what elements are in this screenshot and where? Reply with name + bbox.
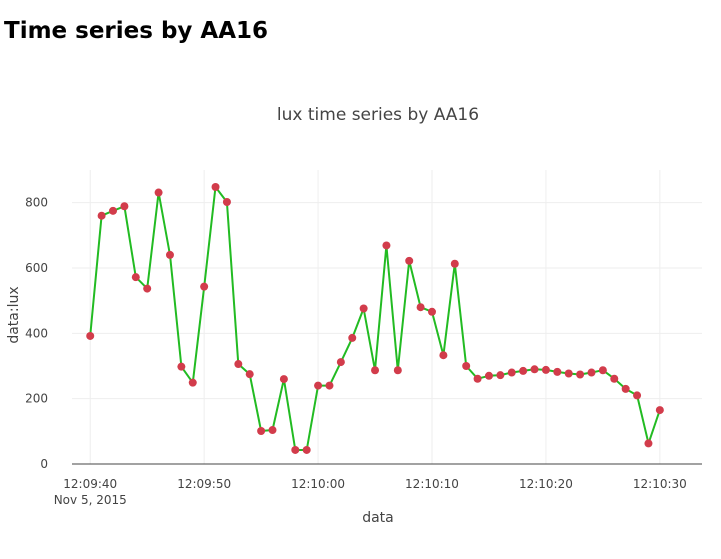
data-point[interactable] — [371, 366, 380, 375]
y-axis-title: data:lux — [6, 286, 22, 343]
data-point[interactable] — [211, 182, 220, 191]
x-tick-label: 12:10:30 — [633, 477, 687, 491]
data-point[interactable] — [97, 211, 106, 220]
data-point[interactable] — [553, 367, 562, 376]
data-point[interactable] — [291, 445, 300, 454]
data-point[interactable] — [428, 307, 436, 316]
data-point[interactable] — [325, 381, 334, 390]
data-point[interactable] — [120, 202, 129, 211]
page-heading: Time series by AA16 — [4, 18, 269, 44]
data-point[interactable] — [564, 369, 573, 378]
y-tick-label: 200 — [25, 392, 48, 406]
x-tick-date-label: Nov 5, 2015 — [54, 493, 127, 507]
data-point[interactable] — [245, 370, 254, 379]
data-point[interactable] — [598, 366, 607, 375]
data-point[interactable] — [633, 391, 642, 400]
data-point[interactable] — [450, 259, 459, 268]
data-point[interactable] — [484, 371, 493, 380]
data-point[interactable] — [496, 371, 505, 380]
data-point[interactable] — [177, 362, 186, 371]
data-point[interactable] — [621, 384, 630, 393]
data-point[interactable] — [530, 365, 539, 374]
data-point[interactable] — [234, 360, 243, 369]
data-point[interactable] — [200, 282, 209, 291]
data-point[interactable] — [393, 366, 402, 375]
x-tick-label: 12:09:50 — [177, 477, 231, 491]
data-point[interactable] — [131, 273, 140, 282]
data-point[interactable] — [462, 362, 471, 370]
data-point[interactable] — [279, 375, 288, 384]
data-point[interactable] — [165, 250, 174, 259]
series-layer — [86, 182, 664, 454]
y-tick-label: 0 — [40, 457, 48, 471]
data-point[interactable] — [348, 333, 357, 342]
y-tick-label: 600 — [25, 261, 48, 275]
data-point[interactable] — [416, 303, 425, 312]
data-point[interactable] — [86, 331, 95, 340]
data-point[interactable] — [610, 374, 619, 383]
data-point[interactable] — [576, 370, 585, 379]
data-point[interactable] — [257, 427, 266, 436]
grid — [72, 170, 702, 464]
data-point[interactable] — [154, 188, 163, 197]
x-tick-label: 12:10:00 — [291, 477, 345, 491]
chart-title: lux time series by AA16 — [277, 105, 479, 125]
data-point[interactable] — [644, 439, 653, 448]
x-tick-label: 12:09:40 — [63, 477, 117, 491]
data-point[interactable] — [655, 406, 664, 415]
data-point[interactable] — [302, 445, 311, 454]
x-tick-label: 12:10:20 — [519, 477, 573, 491]
data-point[interactable] — [519, 366, 528, 375]
data-point[interactable] — [473, 374, 482, 383]
data-point[interactable] — [188, 378, 197, 387]
data-point[interactable] — [222, 198, 231, 207]
data-point[interactable] — [336, 358, 345, 367]
data-point[interactable] — [405, 256, 414, 265]
data-point[interactable] — [439, 351, 448, 360]
x-tick-label: 12:10:10 — [405, 477, 459, 491]
data-point[interactable] — [507, 368, 516, 377]
series-line — [89, 186, 661, 451]
axes: 0 200 400 600 800 12:09:40 Nov 5, 2015 12:09:50… — [25, 196, 702, 507]
data-point[interactable] — [382, 241, 391, 250]
data-point[interactable] — [268, 426, 277, 435]
data-point[interactable] — [109, 206, 118, 215]
data-point[interactable] — [359, 304, 368, 313]
y-tick-label: 800 — [25, 196, 48, 210]
data-point[interactable] — [314, 381, 323, 390]
x-axis-title: data — [362, 510, 394, 526]
data-point[interactable] — [143, 284, 152, 293]
data-point[interactable] — [587, 368, 596, 377]
y-tick-label: 400 — [25, 326, 48, 340]
data-point[interactable] — [541, 365, 550, 374]
